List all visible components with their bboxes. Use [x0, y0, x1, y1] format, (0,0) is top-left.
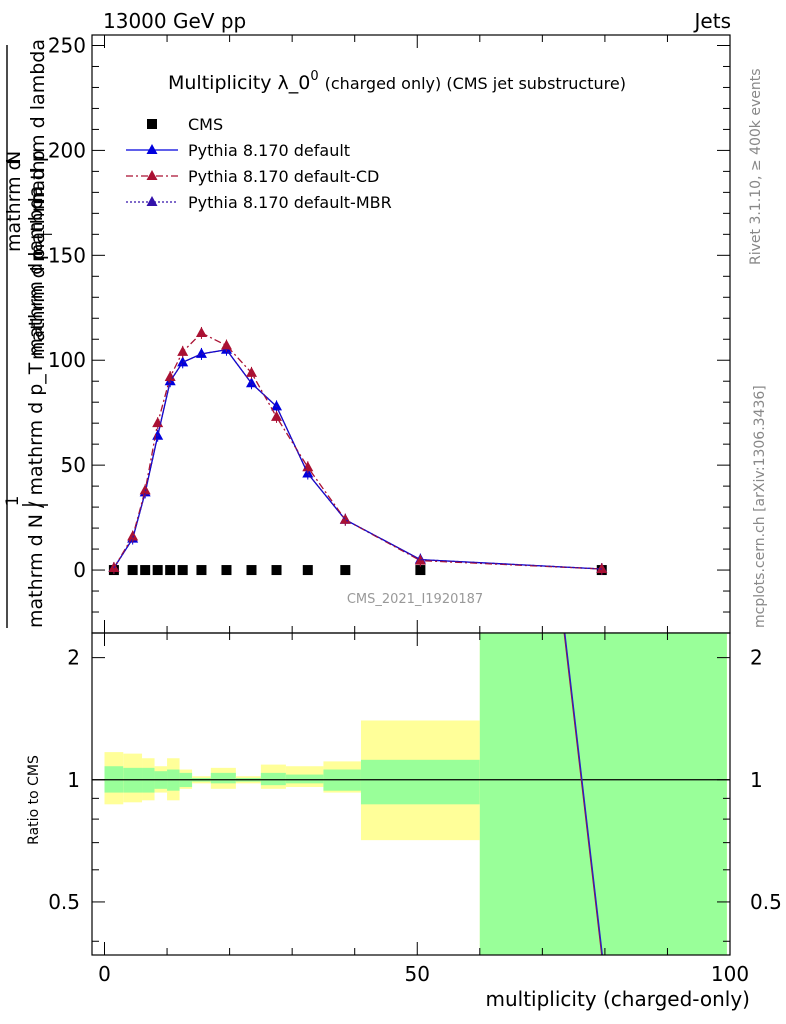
cms-data-point [221, 565, 232, 576]
main-plot-panel: 0 50 100 150 200 250 [48, 33, 731, 634]
legend-item-1: Pythia 8.170 default [126, 141, 350, 160]
series-marker-2 [177, 345, 189, 356]
series-marker-2 [271, 410, 283, 421]
legend-label: Pythia 8.170 default [188, 141, 350, 160]
legend-marker [146, 144, 158, 154]
y-axis-label-subscript: T [41, 230, 55, 239]
y-tick-label: 200 [48, 138, 86, 162]
legend-marker [146, 170, 158, 180]
y-axis-label-dp1: mathrm d p [27, 248, 49, 360]
plot-title: Multiplicity λ_00 (charged only) (CMS jet… [168, 69, 626, 94]
legend: CMS Pythia 8.170 default Pythia 8.170 defa… [126, 115, 392, 212]
mcplots-label: mcplots.cern.ch [arXiv:1306.3436] [752, 385, 768, 628]
data-series-layer [108, 326, 608, 576]
cms-data-point [415, 565, 426, 576]
x-axis-label: multiplicity (charged-only) [485, 987, 750, 1011]
series-marker-2 [220, 339, 232, 350]
y-axis-label-d: mathrm d [3, 158, 25, 252]
title-small: (charged only) (CMS jet substructure) [325, 74, 626, 93]
cms-data-point [196, 565, 207, 576]
ratio-tick-label-left: 2 [67, 646, 80, 670]
y-tick-label: 150 [48, 243, 86, 267]
ratio-band-inner [479, 633, 727, 955]
title-main: Multiplicity λ_0 [168, 72, 310, 94]
ratio-band-inner [210, 772, 236, 784]
series-line-2 [113, 332, 602, 570]
ratio-tick-label-right: 2 [750, 646, 763, 670]
series-line-1 [113, 348, 602, 570]
legend-item-3: Pythia 8.170 default-MBR [126, 193, 392, 212]
y-axis-label-numerator: 1 [3, 496, 23, 507]
ratio-axis-label: Ratio to CMS [26, 755, 42, 845]
ratio-tick-label-right: 0.5 [750, 890, 782, 914]
svg-text:Multiplicity λ_00(charged only: Multiplicity λ_00 (charged only) (CMS jet… [168, 69, 626, 94]
legend-item-2: Pythia 8.170 default-CD [126, 167, 379, 186]
cms-data-point [302, 565, 313, 576]
y-axis-label-main: mathrm d N / mathrm d p_T mathrm d lambd… [25, 186, 47, 628]
x-tick-label: 0 [98, 962, 111, 986]
series-marker-2 [596, 563, 608, 574]
title-superscript: 0 [310, 69, 318, 84]
x-tick-label: 50 [405, 962, 430, 986]
ratio-plot-panel: 0.5 0.5 1 1 2 2 0 50 100 [48, 632, 782, 986]
series-marker-1 [271, 400, 283, 411]
ratio-band-inner [260, 772, 286, 786]
x-tick-label: 100 [711, 962, 749, 986]
series-marker-2 [414, 554, 426, 565]
legend-item-0: CMS [147, 115, 223, 134]
legend-marker [146, 196, 158, 206]
legend-label: Pythia 8.170 default-MBR [188, 193, 392, 212]
cms-data-point [152, 565, 163, 576]
y-tick-label: 100 [48, 348, 86, 372]
series-marker-2 [195, 326, 207, 337]
header-right: Jets [693, 9, 731, 33]
cms-data-point [127, 565, 138, 576]
series-marker-1 [246, 377, 257, 388]
legend-marker [147, 119, 157, 129]
ratio-tick-label-right: 1 [750, 768, 763, 792]
y-axis-label-dp2: mathrm d p [27, 150, 49, 262]
series-marker-2 [139, 484, 151, 495]
ratio-tick-label-left: 0.5 [48, 890, 80, 914]
cms-data-point [340, 565, 351, 576]
legend-label: Pythia 8.170 default-CD [188, 167, 379, 186]
y-axis-label-n: N [3, 151, 25, 165]
series-marker-1 [177, 356, 189, 367]
series-line-3 [113, 348, 602, 570]
ratio-tick-label-left: 1 [67, 768, 80, 792]
ratio-band-inner [360, 759, 480, 805]
series-marker-2 [246, 366, 257, 377]
header-left: 13000 GeV pp [103, 9, 246, 33]
y-tick-label: 50 [61, 453, 86, 477]
ratio-plot-frame [91, 632, 731, 956]
cms-data-point [165, 565, 176, 576]
cms-data-point [140, 565, 151, 576]
cms-data-point [271, 565, 282, 576]
y-tick-label: 250 [48, 33, 86, 57]
ratio-uncertainty-bands [104, 633, 727, 955]
ratio-series-default [564, 632, 603, 956]
analysis-watermark: CMS_2021_I1920187 [347, 592, 483, 607]
ratio-band-inner [285, 774, 324, 784]
legend-label: CMS [188, 115, 223, 134]
series-marker-2 [164, 371, 176, 382]
y-axis-label: 1 mathrm d N / mathrm d p_T mathrm d lam… [3, 39, 55, 628]
cms-data-point [177, 565, 188, 576]
y-tick-label: 0 [73, 558, 86, 582]
series-marker-2 [127, 530, 139, 541]
rivet-label: Rivet 3.1.10, ≥ 400k events [748, 68, 764, 265]
y-axis-label-dlambda: mathrm d lambda [27, 39, 49, 210]
cms-data-point [246, 565, 257, 576]
